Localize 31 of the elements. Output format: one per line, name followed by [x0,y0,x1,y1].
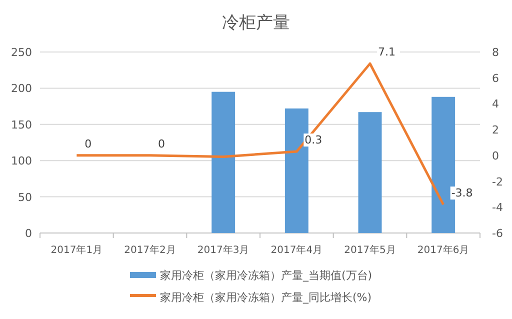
y2-tick-label: -4 [492,201,503,214]
y2-tick-label: 4 [492,98,499,111]
y2-tick-label: 8 [492,46,499,59]
line-series [75,62,445,206]
x-tick-label: 2017年3月 [197,244,250,256]
y-tick-label: 100 [11,154,32,168]
y2-tick-label: 2 [492,124,499,137]
y2-tick-label: -6 [492,227,503,240]
data-label: -3.8 [451,186,473,200]
data-label: 0 [158,137,165,150]
y2-tick-label: 6 [492,72,499,85]
x-tick-label: 2017年2月 [124,244,176,256]
legend-label: 家用冷柜（家用冷冻箱）产量_当期值(万台) [160,269,372,282]
bar [358,112,382,233]
y-tick-label: 50 [18,190,32,204]
x-tick-label: 2017年1月 [50,244,103,256]
data-label: 0 [84,137,92,150]
x-tick-label: 2017年6月 [417,244,470,256]
chart-title: 冷柜产量 [222,13,290,33]
y-tick-label: 250 [11,46,32,59]
y2-tick-label: 0 [492,149,499,162]
y2-tick-label: -2 [492,175,503,188]
x-tick-label: 2017年5月 [344,244,396,256]
x-tick-label: 2017年4月 [270,244,323,256]
y-tick-label: 0 [25,227,32,240]
bar [212,92,236,233]
y-tick-label: 200 [11,82,32,96]
data-label: 7.1 [378,46,396,59]
legend-label: 家用冷柜（家用冷冻箱）产量_同比增长(%) [160,291,372,304]
data-label: 0.3 [304,134,322,147]
y-tick-label: 150 [11,118,32,132]
